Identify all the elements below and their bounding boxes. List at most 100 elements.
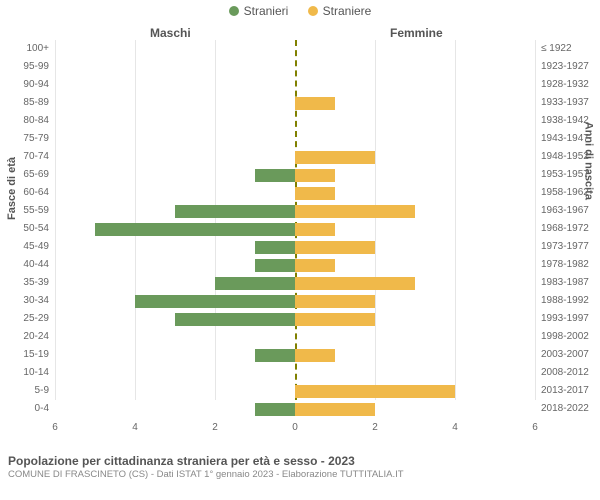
age-row	[55, 94, 535, 112]
age-tick: 20-24	[0, 331, 49, 342]
age-row	[55, 274, 535, 292]
birth-tick: 1958-1962	[541, 187, 600, 198]
birth-tick: 1948-1952	[541, 151, 600, 162]
age-row	[55, 76, 535, 94]
age-tick: 50-54	[0, 223, 49, 234]
legend-swatch-female	[308, 6, 318, 16]
age-tick: 25-29	[0, 313, 49, 324]
age-tick: 100+	[0, 43, 49, 54]
chart-container: Stranieri Straniere Maschi Femmine Fasce…	[0, 0, 600, 500]
x-tick: 6	[532, 422, 538, 433]
birth-tick: 1943-1947	[541, 133, 600, 144]
age-row	[55, 382, 535, 400]
birth-tick: 1923-1927	[541, 61, 600, 72]
birth-tick: 1938-1942	[541, 115, 600, 126]
birth-tick: 1953-1957	[541, 169, 600, 180]
age-tick: 70-74	[0, 151, 49, 162]
birth-tick: 2013-2017	[541, 385, 600, 396]
bar-female	[295, 385, 455, 398]
x-tick: 4	[132, 422, 138, 433]
age-tick: 45-49	[0, 241, 49, 252]
age-tick: 75-79	[0, 133, 49, 144]
bar-female	[295, 259, 335, 272]
bar-male	[255, 403, 295, 416]
birth-tick: 1963-1967	[541, 205, 600, 216]
chart-footer: Popolazione per cittadinanza straniera p…	[8, 454, 592, 480]
age-row	[55, 220, 535, 238]
birth-tick: 2003-2007	[541, 349, 600, 360]
age-row	[55, 292, 535, 310]
age-row	[55, 112, 535, 130]
legend-swatch-male	[229, 6, 239, 16]
age-tick: 65-69	[0, 169, 49, 180]
gridline	[535, 40, 536, 400]
bar-female	[295, 151, 375, 164]
bar-female	[295, 313, 375, 326]
age-row	[55, 256, 535, 274]
plot-area: 100+≤ 192295-991923-192790-941928-193285…	[55, 40, 535, 420]
age-row	[55, 202, 535, 220]
bar-male	[255, 259, 295, 272]
legend-item-female: Straniere	[308, 4, 372, 18]
age-tick: 95-99	[0, 61, 49, 72]
age-row	[55, 130, 535, 148]
column-header-female: Femmine	[390, 26, 443, 40]
age-row	[55, 364, 535, 382]
age-row	[55, 346, 535, 364]
age-tick: 90-94	[0, 79, 49, 90]
x-tick: 2	[372, 422, 378, 433]
birth-tick: 1998-2002	[541, 331, 600, 342]
age-row	[55, 238, 535, 256]
age-row	[55, 166, 535, 184]
bar-male	[135, 295, 295, 308]
age-row	[55, 148, 535, 166]
age-tick: 85-89	[0, 97, 49, 108]
age-tick: 80-84	[0, 115, 49, 126]
x-tick: 2	[212, 422, 218, 433]
bar-male	[95, 223, 295, 236]
legend: Stranieri Straniere	[0, 4, 600, 19]
birth-tick: 1968-1972	[541, 223, 600, 234]
birth-tick: 1978-1982	[541, 259, 600, 270]
age-tick: 30-34	[0, 295, 49, 306]
birth-tick: 1973-1977	[541, 241, 600, 252]
birth-tick: 1983-1987	[541, 277, 600, 288]
chart-subtitle: COMUNE DI FRASCINETO (CS) - Dati ISTAT 1…	[8, 469, 592, 480]
age-tick: 5-9	[0, 385, 49, 396]
column-header-male: Maschi	[150, 26, 191, 40]
birth-tick: 1993-1997	[541, 313, 600, 324]
chart-title: Popolazione per cittadinanza straniera p…	[8, 454, 592, 468]
birth-tick: ≤ 1922	[541, 43, 600, 54]
bar-female	[295, 223, 335, 236]
age-row	[55, 328, 535, 346]
age-tick: 55-59	[0, 205, 49, 216]
bar-male	[255, 241, 295, 254]
age-tick: 15-19	[0, 349, 49, 360]
birth-tick: 1988-1992	[541, 295, 600, 306]
x-tick: 0	[292, 422, 298, 433]
bar-female	[295, 349, 335, 362]
pyramid-chart: 100+≤ 192295-991923-192790-941928-193285…	[55, 40, 535, 440]
age-tick: 0-4	[0, 403, 49, 414]
birth-tick: 2018-2022	[541, 403, 600, 414]
legend-label-male: Stranieri	[244, 4, 289, 18]
age-tick: 35-39	[0, 277, 49, 288]
age-row	[55, 40, 535, 58]
age-row	[55, 310, 535, 328]
age-row	[55, 58, 535, 76]
bar-male	[255, 169, 295, 182]
bar-female	[295, 295, 375, 308]
bar-male	[215, 277, 295, 290]
bar-male	[255, 349, 295, 362]
bar-male	[175, 313, 295, 326]
bar-female	[295, 205, 415, 218]
bar-female	[295, 97, 335, 110]
bar-female	[295, 187, 335, 200]
legend-item-male: Stranieri	[229, 4, 289, 18]
age-tick: 10-14	[0, 367, 49, 378]
bar-female	[295, 403, 375, 416]
x-tick: 6	[52, 422, 58, 433]
birth-tick: 1928-1932	[541, 79, 600, 90]
bar-female	[295, 169, 335, 182]
birth-tick: 1933-1937	[541, 97, 600, 108]
